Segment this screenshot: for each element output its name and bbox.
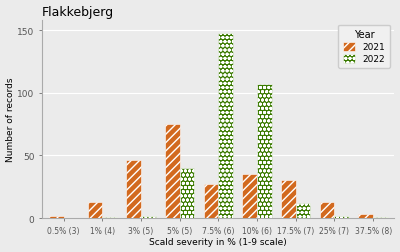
Bar [180, 168, 194, 218]
Bar [126, 161, 141, 218]
Bar [102, 217, 117, 218]
Bar [204, 184, 218, 218]
Bar [49, 216, 64, 218]
Bar [373, 217, 388, 218]
Bar [165, 124, 180, 218]
Bar [296, 203, 310, 218]
Bar [218, 34, 233, 218]
Bar [257, 85, 272, 218]
X-axis label: Scald severity in % (1-9 scale): Scald severity in % (1-9 scale) [150, 237, 287, 246]
Bar [242, 174, 257, 218]
Legend: 2021, 2022: 2021, 2022 [338, 25, 390, 69]
Bar [281, 181, 296, 218]
Y-axis label: Number of records: Number of records [6, 78, 14, 162]
Bar [358, 214, 373, 218]
Bar [141, 216, 156, 218]
Text: Flakkebjerg: Flakkebjerg [42, 6, 114, 18]
Bar [88, 202, 102, 218]
Bar [320, 202, 334, 218]
Bar [334, 216, 349, 218]
